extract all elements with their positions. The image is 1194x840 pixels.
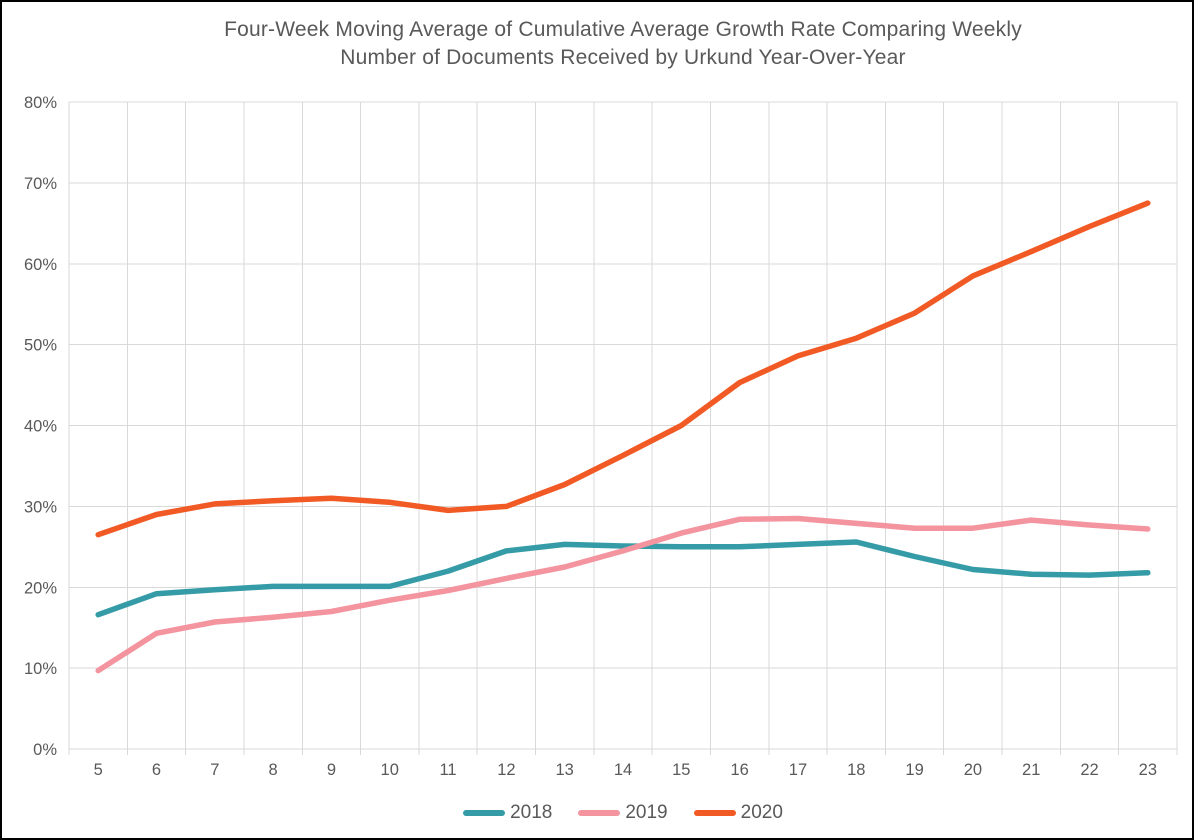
y-axis-tick-label: 10% bbox=[24, 660, 57, 678]
x-axis-tick-label: 8 bbox=[269, 761, 278, 779]
x-axis-tick-label: 16 bbox=[730, 761, 748, 779]
x-axis-tick-label: 11 bbox=[439, 761, 456, 779]
series-line-2019 bbox=[95, 515, 1151, 674]
x-axis-tick-label: 21 bbox=[1022, 761, 1040, 779]
y-axis-tick-label: 50% bbox=[24, 337, 57, 355]
x-axis-tick-label: 14 bbox=[614, 761, 632, 779]
x-axis-tick-label: 5 bbox=[94, 761, 103, 779]
x-axis-tick-label: 9 bbox=[327, 761, 336, 779]
chart-title: Four-Week Moving Average of Cumulative A… bbox=[69, 16, 1177, 72]
legend-label-2019: 2019 bbox=[625, 802, 668, 823]
legend-item-2019: 2019 bbox=[578, 802, 668, 824]
x-axis-tick-label: 6 bbox=[152, 761, 161, 779]
y-axis-tick-label: 30% bbox=[24, 498, 57, 516]
x-axis-tick-label: 12 bbox=[497, 761, 515, 779]
x-axis-tick-label: 23 bbox=[1139, 761, 1157, 779]
chart-title-line2: Number of Documents Received by Urkund Y… bbox=[340, 46, 906, 69]
x-axis-tick-label: 7 bbox=[210, 761, 219, 779]
x-axis-tick-label: 19 bbox=[905, 761, 923, 779]
x-axis-tick-label: 17 bbox=[789, 761, 807, 779]
y-axis-tick-label: 20% bbox=[24, 579, 57, 597]
legend-item-2018: 2018 bbox=[463, 802, 552, 824]
legend-swatch-2020 bbox=[693, 810, 736, 816]
x-axis-tick-label: 15 bbox=[672, 761, 690, 779]
legend: 2018 2019 2020 bbox=[69, 799, 1177, 827]
series-line-2018 bbox=[95, 539, 1151, 618]
y-axis-tick-label: 0% bbox=[33, 741, 57, 759]
chart-title-line1: Four-Week Moving Average of Cumulative A… bbox=[224, 18, 1022, 41]
y-axis-tick-label: 80% bbox=[24, 94, 57, 112]
x-axis-tick-label: 20 bbox=[964, 761, 982, 779]
x-axis-tick-label: 18 bbox=[847, 761, 865, 779]
legend-label-2018: 2018 bbox=[510, 802, 553, 823]
x-axis-tick-label: 10 bbox=[381, 761, 399, 779]
legend-swatch-2018 bbox=[463, 810, 506, 816]
x-axis-tick-label: 22 bbox=[1080, 761, 1098, 779]
y-axis-tick-label: 60% bbox=[24, 256, 57, 274]
x-axis-tick-label: 13 bbox=[556, 761, 574, 779]
y-axis-tick-label: 40% bbox=[24, 418, 57, 436]
legend-swatch-2019 bbox=[578, 810, 621, 816]
series-line-2020 bbox=[95, 200, 1151, 538]
legend-item-2020: 2020 bbox=[693, 802, 783, 824]
legend-label-2020: 2020 bbox=[740, 802, 783, 823]
y-axis-tick-label: 70% bbox=[24, 175, 57, 193]
